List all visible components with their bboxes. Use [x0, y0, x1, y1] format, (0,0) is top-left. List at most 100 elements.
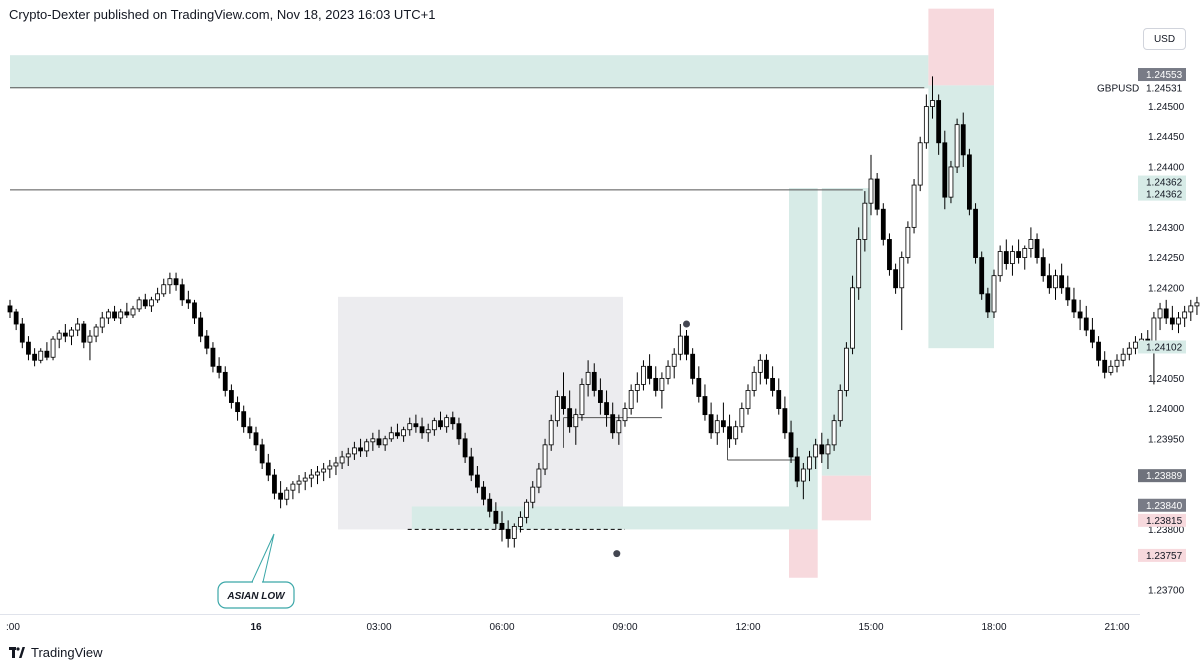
candle [388, 426, 394, 442]
candle-body [788, 432, 794, 458]
candle [807, 450, 812, 482]
candle [247, 417, 253, 439]
candle [13, 308, 19, 331]
candle [235, 396, 240, 421]
markers-layer [613, 320, 690, 558]
candle-body [757, 359, 763, 373]
candle-body [776, 390, 782, 409]
candle-body [960, 124, 966, 156]
candle-body [290, 483, 296, 491]
candle [936, 94, 942, 155]
candle-body [819, 444, 825, 455]
candle-body [1169, 317, 1175, 325]
candle-body [997, 251, 1003, 277]
candle-body [967, 154, 972, 210]
candle-body [431, 420, 437, 431]
candle [973, 203, 978, 264]
candle-body [1003, 251, 1009, 265]
candle [315, 465, 320, 485]
candle [536, 462, 542, 494]
candle [505, 520, 511, 548]
candle-body [1028, 239, 1034, 249]
candle-body [56, 332, 62, 340]
time-tick: 21:00 [1104, 622, 1129, 633]
candle-body [708, 414, 714, 434]
candle [690, 348, 696, 385]
candle [997, 245, 1003, 282]
candle [794, 447, 800, 488]
candle [745, 384, 751, 415]
price-label: 1.24362 [1138, 187, 1186, 201]
candle-body [106, 311, 111, 319]
candle-body [985, 293, 991, 313]
candle [677, 324, 683, 361]
candle-body [1046, 275, 1052, 289]
candle-body [308, 474, 314, 479]
candle-body [905, 226, 911, 258]
candle [87, 330, 93, 361]
candle-body [807, 456, 812, 470]
candle [905, 221, 911, 264]
candle [782, 396, 788, 439]
candle [62, 324, 68, 343]
candle-body [364, 441, 370, 452]
candle [50, 336, 56, 361]
price-label-text: 1.23889 [1146, 471, 1183, 482]
candle [462, 432, 468, 463]
price-label-bg [1138, 498, 1186, 512]
candle-body [438, 420, 443, 428]
candle-body [450, 417, 456, 425]
candle-body [518, 516, 523, 527]
candle [1176, 311, 1181, 334]
candle-body [272, 474, 277, 494]
candle [69, 327, 74, 346]
candle [19, 317, 25, 349]
candle-body [536, 468, 542, 488]
candle-body [1102, 359, 1108, 373]
price-label: 1.23757 [1138, 548, 1186, 562]
candle [1194, 296, 1200, 315]
candle [1163, 299, 1169, 325]
candle [1040, 248, 1046, 282]
candle-body [210, 347, 216, 367]
candle-body [770, 377, 775, 391]
candle-body [339, 456, 345, 464]
candle [364, 438, 370, 457]
candle [456, 417, 462, 445]
candle [1120, 348, 1126, 367]
candle [573, 408, 579, 445]
candle [345, 447, 351, 466]
candle-body [850, 287, 855, 349]
candle [911, 179, 917, 234]
price-label-bg [1138, 175, 1186, 189]
candle-body [653, 377, 659, 391]
callout-pointer [251, 533, 275, 583]
price-label-text: 1.23840 [1146, 501, 1183, 512]
candle-body [1194, 302, 1200, 307]
candle [444, 414, 450, 433]
tradingview-brand: TradingView [31, 645, 103, 660]
candle [142, 293, 148, 309]
candle [1083, 305, 1089, 337]
candle-body [247, 426, 253, 434]
candle [684, 330, 689, 361]
candle [407, 417, 413, 436]
price-tick: 1.23800 [1148, 525, 1185, 536]
candle [56, 330, 62, 349]
candle [1188, 299, 1194, 321]
candle-body [161, 284, 167, 295]
candle-body [32, 353, 37, 361]
candle [1169, 305, 1175, 331]
candle [38, 348, 44, 364]
price-label-text: 1.24362 [1146, 178, 1183, 189]
candle-body [665, 365, 671, 379]
price-label-bg [1138, 548, 1186, 562]
candle-body [573, 414, 579, 428]
candle [1090, 317, 1095, 349]
candle [764, 354, 769, 385]
candle [579, 378, 585, 421]
candle-body [1016, 251, 1021, 258]
candle [401, 426, 407, 442]
currency-button[interactable]: USD [1143, 28, 1186, 50]
